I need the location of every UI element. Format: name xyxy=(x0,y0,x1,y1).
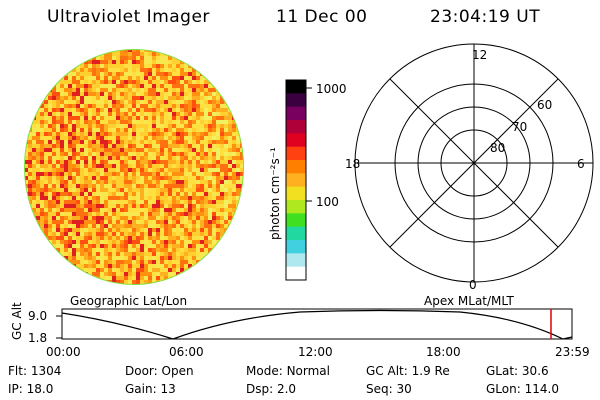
colorbar-label-1000: 1000 xyxy=(316,82,347,96)
colorbar-segment xyxy=(286,253,306,268)
x-tick-label-2359: 23:59 xyxy=(555,345,590,359)
colorbar xyxy=(286,80,306,281)
colorbar-segment xyxy=(286,266,306,281)
timeline-right-title: Apex MLat/MLT xyxy=(424,294,514,308)
colorbar-segment xyxy=(286,133,306,148)
polar-diag-2 xyxy=(389,78,559,248)
x-tick-label-1200: 12:00 xyxy=(298,345,333,359)
lat-label-70: 70 xyxy=(512,120,528,134)
dsp-field: Dsp: 2.0 xyxy=(246,382,297,396)
seq-field: Seq: 30 xyxy=(366,382,412,396)
colorbar-segment xyxy=(286,120,306,134)
timeline-y-axis-label: GC Alt xyxy=(10,302,24,340)
mlt-label-6: 6 xyxy=(577,157,585,171)
colorbar-unit-label: photon cm⁻²s⁻¹ xyxy=(268,147,282,240)
lat-label-60: 60 xyxy=(537,98,553,112)
colorbar-segment xyxy=(286,200,306,214)
x-tick-label-1800: 18:00 xyxy=(426,345,461,359)
gain-field: Gain: 13 xyxy=(125,382,176,396)
colorbar-segment xyxy=(286,93,306,108)
mlt-label-18: 18 xyxy=(345,157,361,171)
colorbar-segment xyxy=(286,186,306,201)
colorbar-segment xyxy=(286,106,306,121)
y-tick-label-1_8: 1.8 xyxy=(28,331,48,345)
altitude-timeline xyxy=(56,308,573,340)
colorbar-segment xyxy=(286,80,306,94)
uv-earth-image xyxy=(24,49,244,285)
flt-field: Flt: 1304 xyxy=(8,364,62,378)
lat-label-80: 80 xyxy=(490,141,506,155)
colorbar-segment xyxy=(286,160,306,174)
instrument-title: Ultraviolet Imager xyxy=(47,7,210,27)
colorbar-segment xyxy=(286,240,306,254)
x-tick-label-0000: 00:00 xyxy=(46,345,81,359)
altitude-curve xyxy=(61,309,573,340)
polar-grid xyxy=(354,43,594,283)
time-label: 23:04:19 UT xyxy=(430,7,541,27)
mode-field: Mode: Normal xyxy=(246,364,330,378)
colorbar-segment xyxy=(286,146,306,161)
door-field: Door: Open xyxy=(125,364,194,378)
timeline-left-title: Geographic Lat/Lon xyxy=(70,294,188,308)
y-tick-label-9: 9.0 xyxy=(28,309,48,323)
colorbar-frame xyxy=(285,79,307,281)
glon-field: GLon: 114.0 xyxy=(486,382,559,396)
colorbar-segment xyxy=(286,173,306,188)
gcalt-field: GC Alt: 1.9 Re xyxy=(366,364,450,378)
colorbar-segment xyxy=(286,213,306,228)
colorbar-label-100: 100 xyxy=(316,195,339,209)
ip-field: IP: 18.0 xyxy=(8,382,54,396)
colorbar-segment xyxy=(286,226,306,241)
glat-field: GLat: 30.6 xyxy=(486,364,549,378)
timeline-frame xyxy=(61,308,573,340)
date-label: 11 Dec 00 xyxy=(276,7,368,27)
mlt-label-12: 12 xyxy=(472,48,488,62)
mlt-label-0: 0 xyxy=(469,278,477,292)
x-tick-label-0600: 06:00 xyxy=(169,345,204,359)
